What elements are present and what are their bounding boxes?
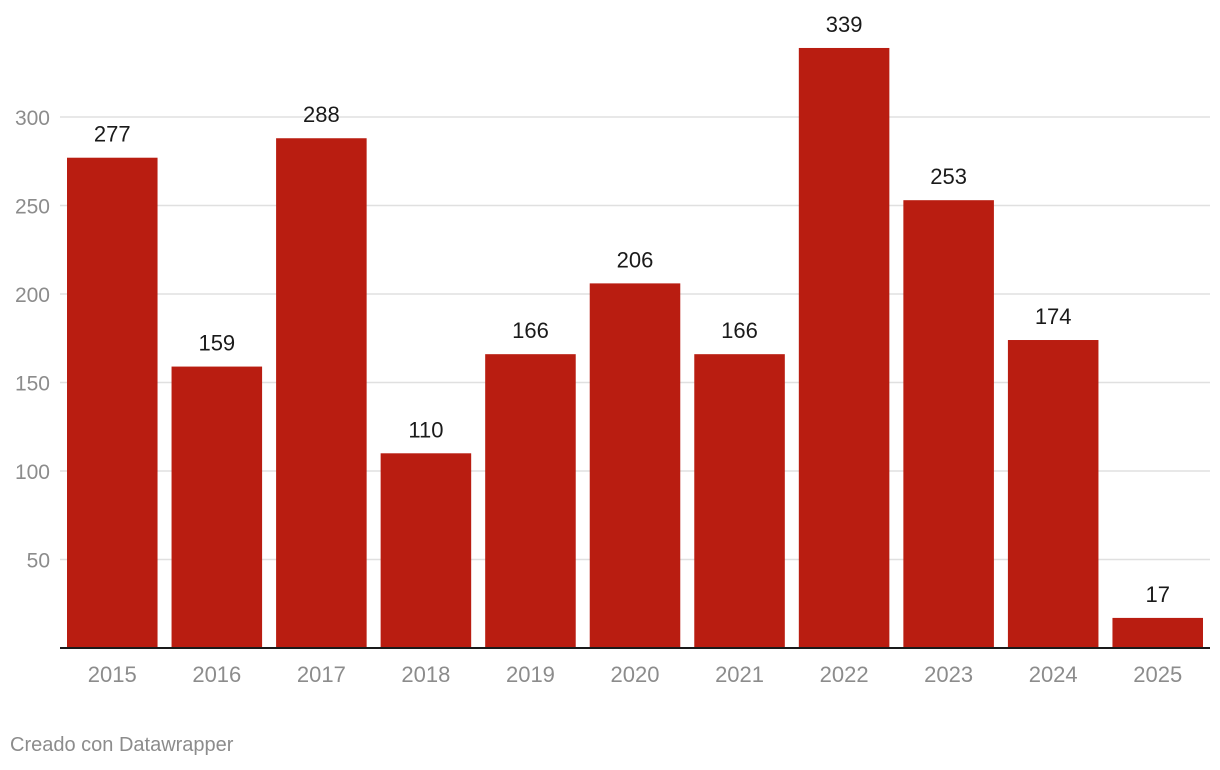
bar-2025 [1112,617,1203,648]
x-axis-ticks: 2015 2016 2017 2018 2019 2020 2021 2022 2023 2024… [88,662,1182,687]
bars [67,47,1203,649]
bar-2018 [380,453,472,648]
bar-2015 [67,157,158,648]
data-label: 288 [303,102,340,127]
x-tick-label: 2015 [88,662,137,687]
data-label: 17 [1145,582,1169,607]
x-tick-label: 2017 [297,662,346,687]
x-tick-label: 2020 [611,662,660,687]
data-label: 277 [94,122,131,147]
data-label: 206 [617,247,654,272]
bar-2024 [1007,340,1099,648]
bar-2022 [798,47,890,649]
bar-2021 [694,354,785,648]
y-tick-label: 100 [15,461,50,484]
bar-2023 [903,200,994,648]
x-tick-label: 2018 [401,662,450,687]
bar-2016 [171,366,263,648]
x-tick-label: 2023 [924,662,973,687]
data-label: 253 [930,164,967,189]
data-label: 110 [408,417,443,442]
x-tick-label: 2024 [1029,662,1078,687]
y-tick-label: 200 [15,284,50,307]
x-tick-label: 2016 [192,662,241,687]
bar-2020 [589,283,681,648]
x-tick-label: 2025 [1133,662,1182,687]
y-axis-ticks: 50 100 150 200 250 300 [15,107,50,573]
x-tick-label: 2019 [506,662,555,687]
y-tick-label: 250 [15,196,50,219]
footer-credit: Creado con Datawrapper [10,734,234,756]
data-label: 174 [1035,304,1072,329]
x-tick-label: 2021 [715,662,764,687]
x-tick-label: 2022 [820,662,869,687]
y-tick-label: 150 [15,373,50,396]
data-label: 159 [198,331,235,356]
data-label: 339 [826,12,863,37]
bar-2019 [485,354,576,648]
y-tick-label: 300 [15,107,50,130]
data-label: 166 [721,318,758,343]
data-label: 166 [512,318,549,343]
data-labels: 277 159 288 110 166 206 166 339 253 174 17 [94,12,1170,607]
y-tick-label: 50 [27,550,50,573]
bar-2017 [276,138,367,649]
